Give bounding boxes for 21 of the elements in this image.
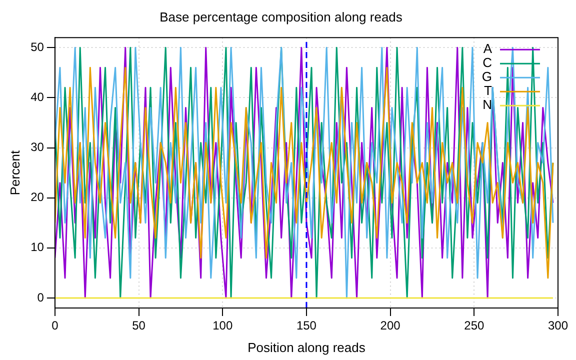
x-tick-label: 300 bbox=[548, 318, 568, 333]
x-axis-title: Position along reads bbox=[248, 340, 366, 355]
y-tick-label: 10 bbox=[30, 240, 44, 254]
y-tick-label: 40 bbox=[30, 90, 44, 104]
chart-title: Base percentage composition along reads bbox=[160, 9, 403, 24]
legend-label: N bbox=[482, 97, 492, 112]
y-tick-label: 50 bbox=[30, 40, 44, 54]
legend-label: C bbox=[482, 55, 492, 70]
y-tick-label: 30 bbox=[30, 140, 44, 154]
legend-label: A bbox=[483, 41, 492, 56]
legend-label: T bbox=[484, 83, 492, 98]
y-axis-title: Percent bbox=[7, 150, 22, 196]
x-tick-label: 250 bbox=[464, 318, 484, 333]
x-tick-label: 0 bbox=[52, 318, 59, 333]
x-tick-label: 100 bbox=[212, 318, 233, 333]
y-tick-label: 20 bbox=[30, 190, 44, 204]
x-tick-label: 50 bbox=[132, 318, 146, 333]
legend-label: G bbox=[482, 69, 492, 84]
x-tick-label: 150 bbox=[296, 318, 317, 333]
y-tick-label: 0 bbox=[37, 290, 44, 304]
x-tick-label: 200 bbox=[380, 318, 401, 333]
